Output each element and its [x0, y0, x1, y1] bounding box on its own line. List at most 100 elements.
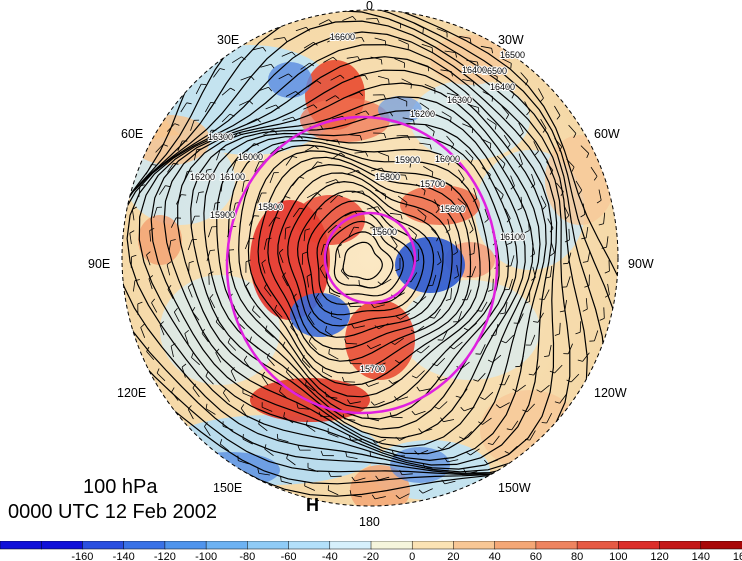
wind-barb — [462, 123, 473, 129]
wind-barb-flag — [280, 476, 282, 482]
wind-barb-flag — [288, 73, 293, 78]
wind-barb-flag — [377, 281, 382, 286]
wind-barb-flag — [599, 318, 605, 321]
wind-barb-flag — [264, 283, 268, 289]
wind-barb-flag — [348, 435, 352, 441]
wind-barb — [455, 241, 458, 253]
wind-barb-flag — [416, 350, 422, 354]
wind-barb-flag — [342, 376, 345, 382]
wind-barb-flag — [445, 298, 451, 301]
wind-barb-flag — [335, 95, 340, 100]
wind-barb-flag — [530, 184, 536, 188]
wind-barb — [566, 158, 575, 168]
wind-barb-flag — [582, 261, 588, 263]
wind-barb — [392, 378, 403, 384]
wind-barb-flag — [364, 75, 368, 80]
wind-barb-flag — [351, 476, 356, 482]
wind-barb — [344, 418, 356, 421]
wind-barb — [258, 86, 269, 92]
wind-barb-flag — [296, 403, 299, 409]
contour-label: 16100 — [500, 232, 525, 242]
wind-barb-flag — [445, 229, 451, 233]
wind-barb-flag — [230, 87, 236, 91]
wind-barb-flag — [215, 348, 220, 353]
wind-barbs — [129, 16, 610, 500]
wind-barb-flag — [357, 169, 362, 175]
wind-barb — [540, 118, 547, 129]
wind-barb — [466, 471, 478, 474]
wind-barb-flag — [469, 229, 474, 234]
wind-barb — [252, 309, 261, 319]
wind-barb-flag — [261, 259, 266, 264]
contour-line — [203, 122, 518, 430]
wind-barb-flag — [304, 228, 311, 231]
wind-barb — [292, 297, 299, 308]
wind-barb-flag — [332, 56, 338, 61]
wind-barb — [504, 374, 510, 386]
wind-barb — [263, 238, 267, 250]
wind-barb-flag — [463, 468, 467, 474]
wind-barb — [450, 288, 452, 300]
wind-barb — [170, 217, 177, 228]
wind-barb-flag — [305, 27, 310, 32]
colorbar-tick-label: -120 — [154, 551, 176, 561]
wind-barb-flag — [284, 37, 288, 43]
wind-barb — [416, 370, 425, 379]
wind-barb-flag — [429, 316, 435, 319]
wind-barb — [346, 342, 358, 345]
wind-barb-flag — [171, 387, 175, 393]
wind-barb — [205, 408, 216, 415]
wind-barb-flag — [380, 59, 383, 65]
wind-barb-flag — [388, 379, 393, 384]
colorbar-tick-label: 60 — [530, 551, 542, 561]
wind-barb-flag — [359, 91, 364, 96]
wind-barb-flag — [432, 131, 435, 137]
wind-barb — [258, 473, 270, 476]
wind-barb-flag — [463, 327, 469, 331]
wind-barb-flag — [371, 494, 376, 500]
wind-barb — [456, 264, 459, 276]
wind-barb — [559, 322, 561, 334]
wind-barb — [308, 341, 317, 350]
wind-barb — [389, 19, 401, 24]
colorbar-swatch — [535, 541, 578, 550]
lon-label-120e: 120E — [117, 386, 146, 400]
wind-barb-flag — [575, 331, 581, 335]
wind-barb-flag — [465, 451, 471, 456]
wind-barb — [349, 401, 361, 405]
wind-barb — [419, 102, 430, 110]
wind-barb — [254, 161, 260, 172]
wind-barb-flag — [495, 404, 501, 409]
wind-barb — [328, 353, 339, 360]
wind-barb — [207, 226, 213, 238]
wind-barb-flag — [256, 118, 261, 123]
wind-barb — [579, 321, 582, 333]
wind-barb-flag — [422, 27, 424, 34]
wind-barb — [330, 74, 341, 81]
wind-barb — [594, 330, 599, 342]
wind-barb-flag — [414, 234, 417, 240]
wind-barb — [548, 344, 552, 356]
wind-barb-flag — [342, 414, 345, 419]
wind-barb-flag — [451, 71, 453, 77]
wind-barb — [603, 307, 605, 319]
colorbar-swatch — [453, 541, 496, 550]
wind-barb — [567, 252, 572, 264]
wind-barb — [351, 190, 363, 193]
wind-barb-flag — [444, 457, 448, 463]
wind-barb-flag — [525, 80, 529, 86]
wind-barb — [375, 189, 386, 195]
wind-barb-flag — [191, 352, 194, 358]
wind-barb — [232, 160, 237, 171]
wind-barb — [437, 251, 442, 262]
wind-barb-flag — [137, 301, 143, 305]
wind-barb — [129, 233, 132, 245]
wind-barb — [473, 242, 476, 254]
wind-barb — [260, 63, 272, 68]
wind-barb-flag — [473, 379, 479, 382]
wind-barb — [447, 459, 459, 463]
wind-barb-flag — [395, 495, 400, 499]
wind-barb-flag — [472, 198, 478, 202]
wind-barb — [264, 287, 272, 297]
wind-barb — [457, 311, 462, 322]
